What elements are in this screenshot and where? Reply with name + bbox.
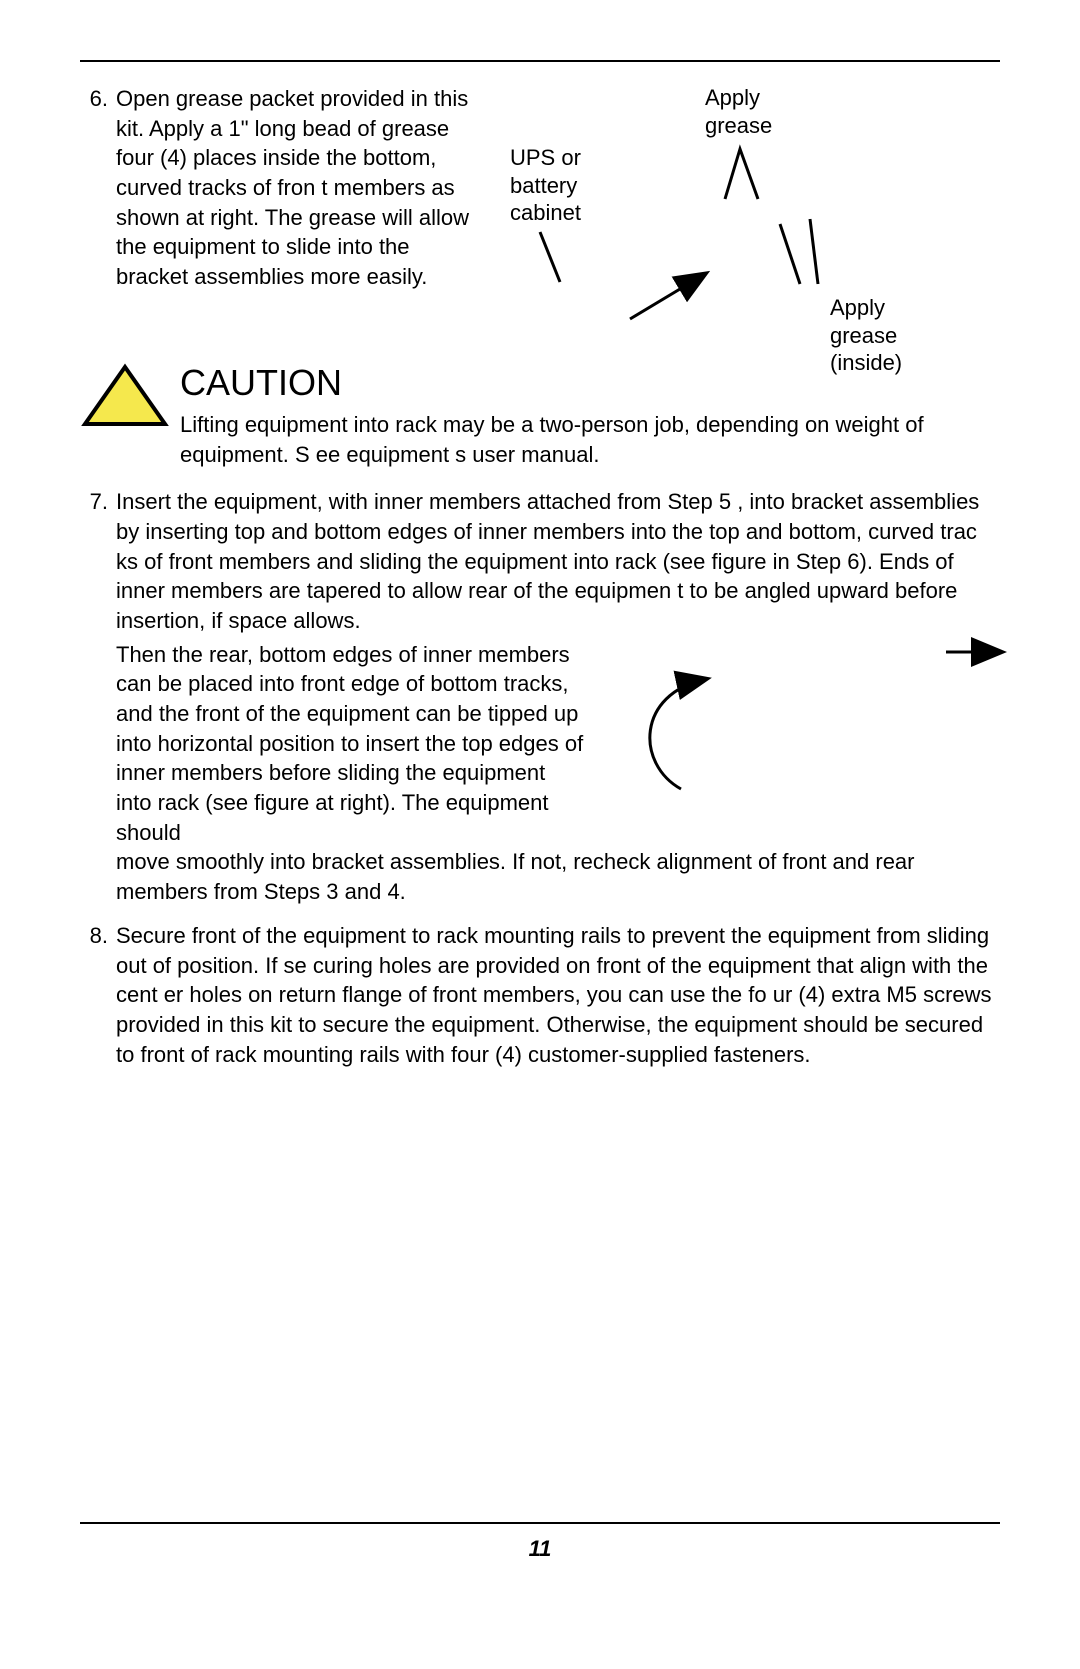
step-7-para2-wide: move smoothly into bracket assemblies. I… [116, 847, 1000, 906]
step-8: 8. Secure front of the equipment to rack… [80, 921, 1000, 1069]
step-8-number: 8. [80, 921, 116, 1069]
step-6-number: 6. [80, 84, 116, 292]
page-number: 11 [80, 1536, 1000, 1562]
page-footer: 11 [80, 1522, 1000, 1562]
step-7: 7. Insert the equipment, with inner memb… [80, 487, 1000, 635]
step-7-number: 7. [80, 487, 116, 635]
step-6-text: Open grease packet provided in this kit.… [116, 84, 486, 292]
caution-text: Lifting equipment into rack may be a two… [180, 410, 1000, 469]
step-7-para2-wrap: Then the rear, bottom edges of inner mem… [116, 640, 1000, 907]
top-rule [80, 60, 1000, 62]
caution-icon [80, 362, 180, 437]
step-6-diagram: UPS or battery cabinet Apply grease Appl… [480, 84, 1000, 404]
step-7-para2-narrow: Then the rear, bottom edges of inner mem… [116, 640, 586, 848]
step-8-text: Secure front of the equipment to rack mo… [116, 921, 1000, 1069]
label-ups-cabinet: UPS or battery cabinet [510, 144, 581, 227]
label-apply-grease-inside: Apply grease (inside) [830, 294, 902, 377]
bottom-rule [80, 1522, 1000, 1524]
step-7-diagram [596, 634, 1016, 834]
step-6: 6. Open grease packet provided in this k… [80, 84, 1000, 292]
label-apply-grease-top: Apply grease [705, 84, 772, 139]
step-7-para1: Insert the equipment, with inner members… [116, 487, 1000, 635]
